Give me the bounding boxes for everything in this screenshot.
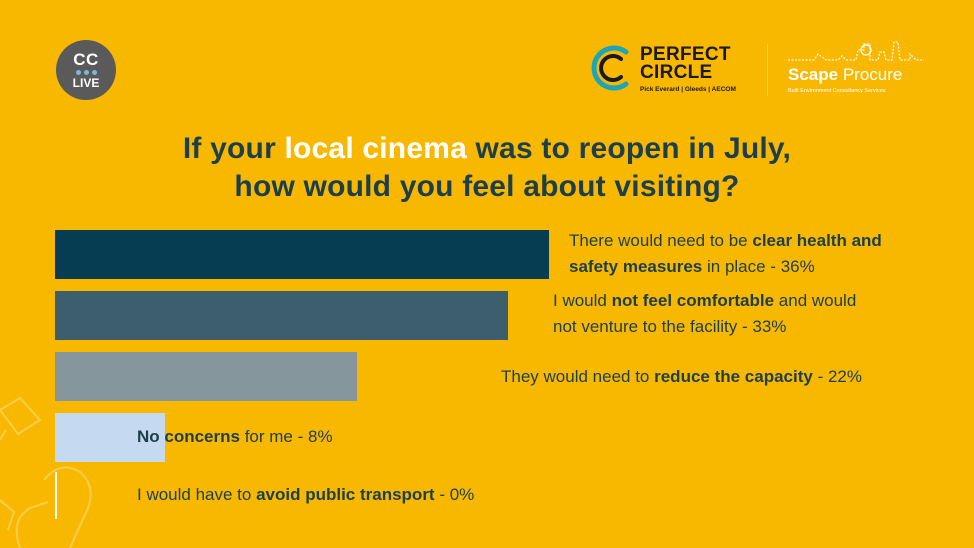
perfect-circle-line2: CIRCLE (640, 62, 713, 83)
label-1-bold: not feel comfortable (611, 291, 775, 310)
perfect-circle-line1: PERFECT (640, 44, 731, 65)
label-3-post: for me - 8% (239, 427, 333, 446)
scape-name: Scape Procure (788, 65, 902, 85)
label-clear-health-safety: There would need to be clear health and … (569, 228, 882, 280)
badge-top-text: CC (73, 49, 99, 69)
decorative-hand-outline-icon (0, 396, 92, 548)
chart-title: If your local cinema was to reopen in Ju… (0, 130, 974, 206)
bar-avoid-public-transport (55, 472, 57, 519)
label-1-post: not venture to the facility - 33% (553, 317, 787, 336)
perfect-circle-wordmark: PERFECT CIRCLE Pick Everard | Gleeds | A… (640, 44, 736, 93)
bar-clear-health-safety (55, 230, 549, 279)
label-2-bold: reduce the capacity (654, 367, 813, 386)
label-2-pre: They would need to (501, 367, 655, 386)
title-part2: was to reopen in July, (466, 132, 792, 165)
label-1-mid: and would (774, 291, 857, 310)
label-4-bold: avoid public transport (256, 485, 435, 504)
perfect-circle-logo: PERFECT CIRCLE Pick Everard | Gleeds | A… (588, 40, 738, 100)
skyline-icon (788, 41, 924, 61)
badge-bottom-text: LIVE (72, 75, 100, 90)
bar-not-comfortable (55, 291, 508, 340)
badge-dots (75, 69, 97, 75)
label-0-post: in place - 36% (702, 257, 815, 276)
title-line2: how would you feel about visiting? (234, 170, 740, 203)
perfect-circle-ring-icon (591, 45, 629, 91)
scape-name-light: Procure (842, 65, 903, 84)
label-0-bold: clear health and (752, 231, 882, 250)
bar-no-concerns (55, 413, 165, 462)
scape-name-bold: Scape (788, 65, 839, 84)
scape-tagline: Built Environment Consultancy Services (788, 88, 886, 94)
label-0-line2-bold: safety measures (569, 257, 703, 276)
label-0-pre: There would need to be (569, 231, 753, 250)
cc-live-logo: CC LIVE (56, 40, 116, 100)
label-no-concerns: No concerns for me - 8% (137, 424, 333, 450)
bar-reduce-capacity (55, 352, 357, 401)
label-reduce-capacity: They would need to reduce the capacity -… (501, 364, 862, 390)
perfect-circle-partners: Pick Everard | Gleeds | AECOM (640, 86, 736, 93)
label-4-post: - 0% (434, 485, 475, 504)
label-3-bold: No concerns (137, 427, 240, 446)
title-part1: If your (182, 132, 285, 165)
label-avoid-public-transport: I would have to avoid public transport -… (137, 482, 474, 508)
label-not-comfortable: I would not feel comfortable and would n… (553, 288, 856, 340)
title-highlight: local cinema (284, 132, 467, 165)
scape-procure-logo: Scape Procure Built Environment Consulta… (786, 38, 926, 102)
logo-divider (767, 44, 768, 96)
label-2-post: - 22% (812, 367, 862, 386)
label-4-pre: I would have to (137, 485, 257, 504)
label-1-pre: I would (553, 291, 612, 310)
